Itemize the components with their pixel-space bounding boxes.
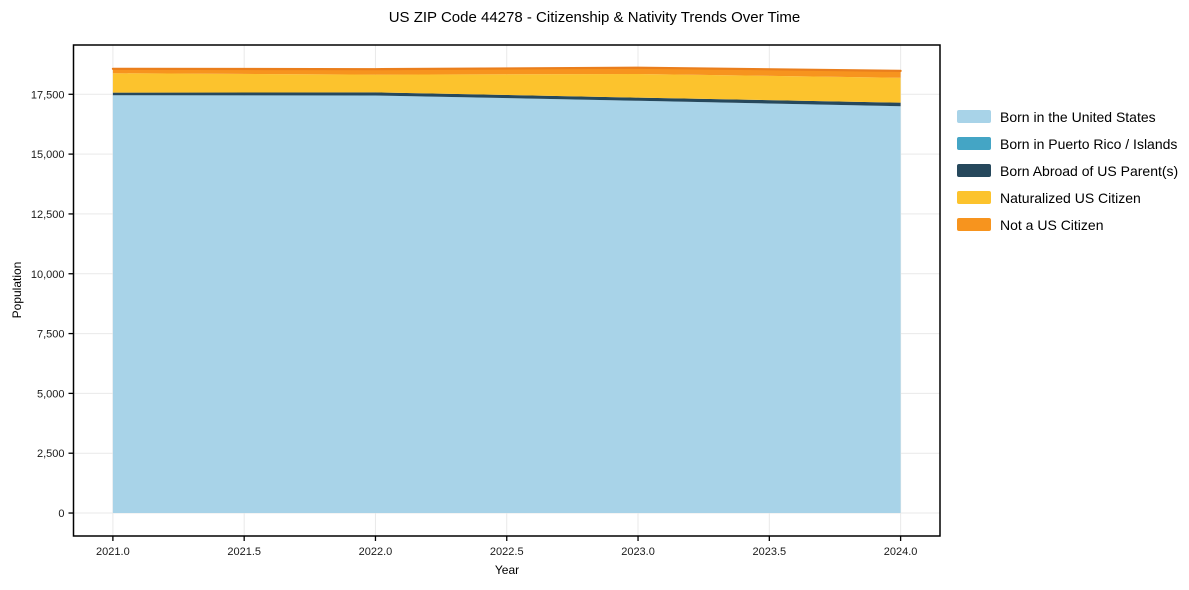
y-tick-label: 10,000	[31, 269, 65, 281]
x-tick-label: 2024.0	[884, 546, 918, 558]
area-series-4	[112, 67, 901, 78]
area-series-4-edge	[111, 66, 902, 72]
y-tick-label: 2,500	[37, 448, 65, 460]
x-tick-label: 2021.5	[227, 546, 261, 558]
legend-label: Born in the United States	[1000, 108, 1156, 125]
y-tick-label: 7,500	[37, 329, 65, 341]
legend-item: Born in the United States	[957, 103, 1178, 130]
x-tick-label: 2022.5	[490, 546, 524, 558]
y-axis-label: Population	[10, 261, 24, 319]
legend-label: Naturalized US Citizen	[1000, 189, 1141, 206]
y-tick-label: 0	[58, 508, 64, 520]
legend-swatch	[957, 218, 991, 231]
x-tick-label: 2023.5	[752, 546, 786, 558]
legend-swatch	[957, 164, 991, 177]
chart-title: US ZIP Code 44278 - Citizenship & Nativi…	[388, 9, 801, 26]
legend-label: Not a US Citizen	[1000, 216, 1104, 233]
x-tick-label: 2023.0	[621, 546, 655, 558]
y-tick-label: 15,000	[31, 149, 65, 161]
area-series-0	[112, 95, 901, 514]
x-axis-label: Year	[494, 563, 520, 577]
legend-label: Born in Puerto Rico / Islands	[1000, 135, 1178, 152]
x-tick-label: 2022.0	[359, 546, 393, 558]
legend-swatch	[957, 191, 991, 204]
legend-item: Naturalized US Citizen	[957, 184, 1178, 211]
legend-item: Born in Puerto Rico / Islands	[957, 130, 1178, 157]
area-series-3	[112, 73, 901, 103]
area-series-2	[112, 92, 901, 107]
legend-item: Not a US Citizen	[957, 211, 1178, 238]
x-tick-label: 2021.0	[96, 546, 130, 558]
y-tick-label: 17,500	[31, 89, 65, 101]
y-tick-label: 12,500	[31, 209, 65, 221]
legend: Born in the United States Born in Puerto …	[957, 103, 1178, 238]
legend-label: Born Abroad of US Parent(s)	[1000, 162, 1179, 179]
legend-item: Born Abroad of US Parent(s)	[957, 157, 1178, 184]
legend-swatch	[957, 137, 991, 150]
legend-swatch	[957, 110, 991, 123]
y-tick-label: 5,000	[37, 388, 65, 400]
